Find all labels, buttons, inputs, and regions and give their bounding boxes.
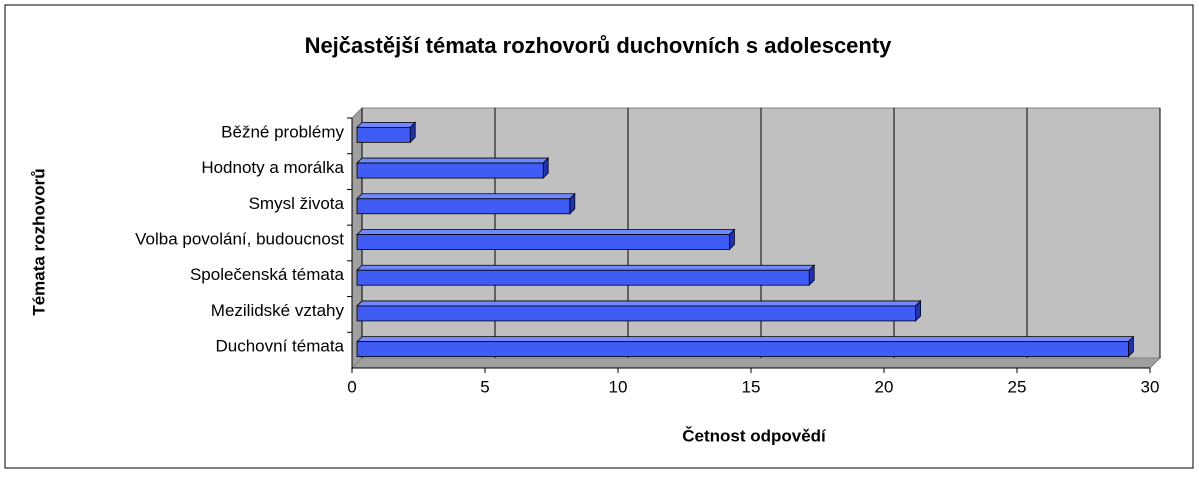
x-tick-label: 0 — [347, 377, 356, 396]
x-tick-label: 15 — [742, 377, 761, 396]
bar — [356, 198, 571, 215]
y-tick-label: Volba povolání, budoucnost — [135, 229, 344, 248]
bar-top — [356, 193, 576, 200]
y-tick-label: Duchovní témata — [215, 337, 344, 356]
bar-top — [356, 157, 550, 164]
bar — [356, 269, 810, 286]
y-tick-label: Běžné problémy — [221, 122, 344, 141]
bar — [356, 162, 544, 179]
x-tick-label: 10 — [609, 377, 628, 396]
bar — [356, 341, 1129, 358]
x-tick-label: 30 — [1141, 377, 1160, 396]
x-tick-label: 5 — [480, 377, 489, 396]
plot-floor — [350, 357, 1162, 369]
bar — [356, 305, 916, 322]
bar-top — [356, 264, 816, 271]
y-tick-label: Mezilidské vztahy — [211, 301, 345, 320]
x-tick-label: 20 — [875, 377, 894, 396]
chart-title: Nejčastější témata rozhovorů duchovních … — [305, 33, 893, 58]
bar-top — [356, 300, 922, 307]
y-tick-label: Společenská témata — [190, 265, 345, 284]
bar-top — [356, 336, 1135, 343]
bar-top — [356, 121, 417, 128]
y-tick-label: Smysl života — [249, 194, 345, 213]
bar — [356, 234, 730, 250]
y-axis-label: Témata rozhovorů — [29, 168, 48, 315]
x-tick-label: 25 — [1008, 377, 1027, 396]
x-axis-label: Četnost odpovědí — [682, 426, 827, 445]
y-tick-label: Hodnoty a morálka — [201, 158, 344, 177]
bar — [356, 126, 411, 143]
bar-top — [356, 229, 736, 235]
